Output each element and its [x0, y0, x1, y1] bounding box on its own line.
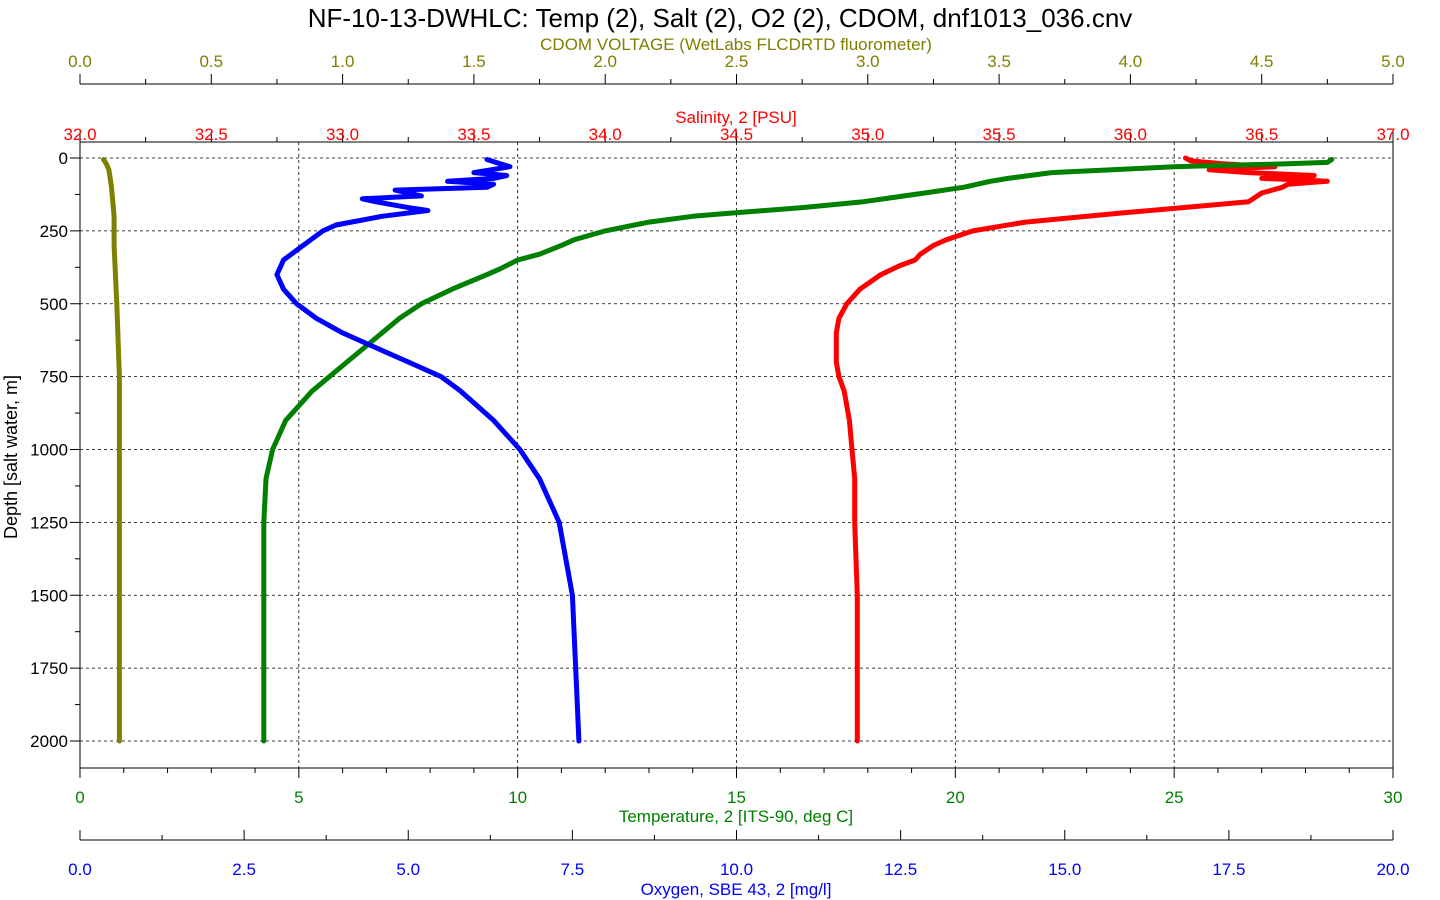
depth-tick-label: 750 — [40, 368, 68, 387]
cdom-axis: 0.0 0.5 1.0 1.5 2.0 2.5 3.0 3.5 4.0 4.5 5.0 — [68, 52, 1405, 85]
salinity-tick-label: 34.0 — [589, 125, 622, 144]
depth-tick-label: 1500 — [30, 586, 68, 605]
temperature-tick-label: 25 — [1165, 788, 1184, 807]
chart-title: NF-10-13-DWHLC: Temp (2), Salt (2), O2 (… — [308, 3, 1133, 33]
series-group — [101, 155, 1335, 744]
depth-tick-label: 2000 — [30, 732, 68, 751]
salinity-tick-label: 35.5 — [983, 125, 1016, 144]
depth-axis: 0 250 500 750 1000 1250 1500 1750 2000 — [30, 149, 80, 751]
oxygen-axis: 0.0 2.5 5.0 7.5 10.0 12.5 15.0 17.5 20.0 — [68, 830, 1410, 879]
salinity-tick-label: 37.0 — [1376, 125, 1409, 144]
oxygen-tick-label: 5.0 — [396, 860, 420, 879]
temperature-tick-label: 15 — [727, 788, 746, 807]
depth-tick-label: 250 — [40, 222, 68, 241]
salinity-tick-label: 32.5 — [195, 125, 228, 144]
oxygen-tick-label: 0.0 — [68, 860, 92, 879]
temperature-axis: 0 5 10 15 20 25 30 — [75, 767, 1403, 807]
salinity-axis: 32.0 32.5 33.0 33.5 34.0 34.5 35.0 35.5 36.0 36.5… — [63, 125, 1409, 144]
oxygen-tick-label: 10.0 — [720, 860, 753, 879]
salinity-axis-label: Salinity, 2 [PSU] — [675, 108, 797, 127]
cdom-axis-label: CDOM VOLTAGE (WetLabs FLCDRTD fluoromete… — [540, 35, 932, 54]
oxygen-tick-label: 12.5 — [884, 860, 917, 879]
cdom-tick-label: 4.5 — [1250, 52, 1274, 71]
salinity-tick-label: 35.0 — [851, 125, 884, 144]
salinity-tick-label: 33.5 — [457, 125, 490, 144]
temperature-tick-label: 10 — [508, 788, 527, 807]
grid-lines — [80, 142, 1393, 768]
cdom-tick-label: 2.5 — [725, 52, 749, 71]
salinity-profile-line — [833, 155, 1330, 744]
oxygen-tick-label: 15.0 — [1048, 860, 1081, 879]
salinity-tick-label: 33.0 — [326, 125, 359, 144]
temperature-tick-label: 0 — [75, 788, 84, 807]
depth-axis-label: Depth [salt water, m] — [1, 375, 21, 539]
oxygen-tick-label: 7.5 — [561, 860, 585, 879]
salinity-tick-label: 36.5 — [1245, 125, 1278, 144]
temperature-profile-line — [261, 157, 1335, 744]
depth-tick-label: 1750 — [30, 659, 68, 678]
depth-tick-label: 1000 — [30, 441, 68, 460]
cdom-tick-label: 5.0 — [1381, 52, 1405, 71]
plot-area — [79, 141, 1394, 769]
temperature-tick-label: 30 — [1384, 788, 1403, 807]
temperature-tick-label: 5 — [294, 788, 303, 807]
temperature-tick-label: 20 — [946, 788, 965, 807]
oxygen-axis-label: Oxygen, SBE 43, 2 [mg/l] — [641, 880, 832, 899]
depth-tick-label: 0 — [59, 149, 68, 168]
salinity-tick-label: 36.0 — [1114, 125, 1147, 144]
cdom-tick-label: 3.0 — [856, 52, 880, 71]
cdom-tick-label: 0.0 — [68, 52, 92, 71]
cdom-tick-label: 3.5 — [987, 52, 1011, 71]
cdom-tick-label: 0.5 — [199, 52, 223, 71]
cdom-tick-label: 1.5 — [462, 52, 486, 71]
depth-tick-label: 500 — [40, 295, 68, 314]
oxygen-tick-label: 17.5 — [1212, 860, 1245, 879]
cdom-tick-label: 1.0 — [331, 52, 355, 71]
oxygen-tick-label: 20.0 — [1376, 860, 1409, 879]
oxygen-profile-line — [274, 157, 582, 744]
cdom-profile-line — [101, 157, 122, 744]
depth-tick-label: 1250 — [30, 513, 68, 532]
cdom-tick-label: 2.0 — [593, 52, 617, 71]
temperature-axis-label: Temperature, 2 [ITS-90, deg C] — [619, 807, 853, 826]
oxygen-tick-label: 2.5 — [232, 860, 256, 879]
salinity-tick-label: 32.0 — [63, 125, 96, 144]
cdom-tick-label: 4.0 — [1119, 52, 1143, 71]
salinity-tick-label: 34.5 — [720, 125, 753, 144]
